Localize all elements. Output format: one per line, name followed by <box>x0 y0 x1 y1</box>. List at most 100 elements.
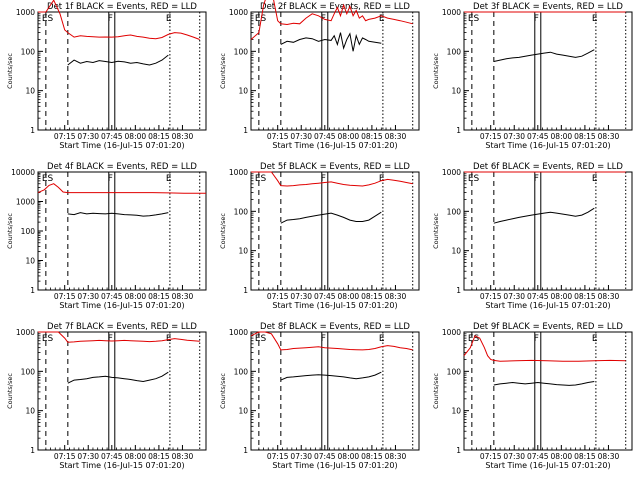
x-tick-label: 07:30 <box>77 452 99 461</box>
x-tick-label: 07:30 <box>77 132 99 141</box>
series-line-black <box>67 371 169 384</box>
marker-box <box>534 171 542 291</box>
x-tick-label: 08:30 <box>385 292 407 301</box>
y-tick-label: 1000 <box>229 8 248 17</box>
series-line-black <box>67 212 169 217</box>
x-tick-label: 08:30 <box>172 292 194 301</box>
series-line-black <box>493 207 595 224</box>
x-tick-label: 08:30 <box>172 452 194 461</box>
marker-label: ES <box>468 174 480 184</box>
y-tick-label: 100 <box>234 367 249 376</box>
marker-box <box>321 11 329 131</box>
marker-label: E <box>379 174 385 184</box>
x-tick-label: 08:30 <box>385 132 407 141</box>
chart-title: Det 8f BLACK = Events, RED = LLD <box>260 322 410 332</box>
x-tick-label: 08:00 <box>125 452 147 461</box>
chart-panel-7: Det 7f BLACK = Events, RED = LLD 1 10 100 10… <box>6 322 207 470</box>
y-axis-label: Counts/sec <box>432 213 440 249</box>
y-tick-label: 10 <box>238 87 248 96</box>
y-tick-label: 1000 <box>229 328 248 337</box>
series-line-black <box>280 32 382 52</box>
x-axis-label: Start Time (16-Jul-15 07:01:20) <box>59 301 184 310</box>
x-tick-label: 07:45 <box>527 292 549 301</box>
x-tick-label: 07:15 <box>480 292 502 301</box>
y-axis-label: Counts/sec <box>432 53 440 89</box>
marker-label: ES <box>255 174 267 184</box>
marker-label: F <box>108 174 113 184</box>
x-tick-label: 07:30 <box>503 452 525 461</box>
chart-panel-4: Det 4f BLACK = Events, RED = LLD 1 10 100 10… <box>6 162 207 310</box>
marker-box <box>108 331 116 451</box>
chart-title: Det 7f BLACK = Events, RED = LLD <box>47 322 197 332</box>
x-tick-label: 07:15 <box>480 452 502 461</box>
y-axis-label: Counts/sec <box>219 53 227 89</box>
plot-frame <box>37 331 207 451</box>
x-tick-label: 08:15 <box>361 292 383 301</box>
x-tick-label: 08:15 <box>361 452 383 461</box>
x-axis-label: Start Time (16-Jul-15 07:01:20) <box>485 301 610 310</box>
marker-label: F <box>321 334 326 344</box>
y-tick-label: 1 <box>456 126 461 135</box>
x-tick-label: 08:00 <box>551 292 573 301</box>
plot-frame <box>37 171 207 291</box>
x-tick-label: 07:15 <box>54 132 76 141</box>
series-line-red <box>463 335 626 362</box>
series-line-black <box>67 54 169 66</box>
plot-frame <box>463 171 633 291</box>
x-axis-label: Start Time (16-Jul-15 07:01:20) <box>272 141 397 150</box>
chart-panel-3: Det 3f BLACK = Events, RED = LLD 1 10 100 10… <box>432 2 633 150</box>
y-axis-label: Counts/sec <box>219 373 227 409</box>
plot-frame <box>250 331 420 451</box>
x-tick-label: 07:30 <box>290 292 312 301</box>
marker-label: E <box>166 174 172 184</box>
y-tick-label: 100 <box>447 47 462 56</box>
x-tick-label: 08:15 <box>148 452 170 461</box>
chart-panel-6: Det 6f BLACK = Events, RED = LLD 1 10 100 10… <box>432 162 633 310</box>
y-tick-label: 10 <box>238 247 248 256</box>
y-tick-label: 1000 <box>229 168 248 177</box>
y-tick-label: 1000 <box>16 328 35 337</box>
x-tick-label: 08:00 <box>551 452 573 461</box>
y-tick-label: 10 <box>451 407 461 416</box>
chart-title: Det 4f BLACK = Events, RED = LLD <box>47 162 197 172</box>
chart-panel-9: Det 9f BLACK = Events, RED = LLD 1 10 100 10… <box>432 322 633 470</box>
y-tick-label: 1 <box>456 286 461 295</box>
marker-label: ES <box>42 334 54 344</box>
x-axis-label: Start Time (16-Jul-15 07:01:20) <box>59 141 184 150</box>
plot-frame <box>250 11 420 131</box>
y-tick-label: 1000 <box>442 8 461 17</box>
series-line-red <box>38 0 200 40</box>
chart-panel-2: Det 2f BLACK = Events, RED = LLD 1 10 100 10… <box>219 0 420 150</box>
x-tick-label: 08:15 <box>361 132 383 141</box>
x-tick-label: 07:30 <box>503 292 525 301</box>
y-tick-label: 1000 <box>442 328 461 337</box>
x-tick-label: 08:30 <box>598 452 620 461</box>
marker-label: ES <box>468 14 480 24</box>
x-axis-label: Start Time (16-Jul-15 07:01:20) <box>485 461 610 470</box>
y-tick-label: 1000 <box>16 198 35 207</box>
y-tick-label: 10 <box>451 87 461 96</box>
x-tick-label: 08:00 <box>338 292 360 301</box>
marker-box <box>321 331 329 451</box>
x-tick-label: 07:45 <box>314 132 336 141</box>
x-axis-label: Start Time (16-Jul-15 07:01:20) <box>485 141 610 150</box>
marker-label: ES <box>42 174 54 184</box>
x-tick-label: 07:45 <box>101 452 123 461</box>
x-tick-label: 08:00 <box>551 132 573 141</box>
x-tick-label: 07:15 <box>54 452 76 461</box>
y-axis-label: Counts/sec <box>6 373 14 409</box>
plot-frame <box>463 331 633 451</box>
series-line-black <box>280 371 382 381</box>
marker-box <box>534 11 542 131</box>
x-axis-label: Start Time (16-Jul-15 07:01:20) <box>272 461 397 470</box>
series-line-red <box>251 171 413 187</box>
x-tick-label: 08:15 <box>148 292 170 301</box>
y-tick-label: 1 <box>456 446 461 455</box>
y-tick-label: 10 <box>25 407 35 416</box>
x-tick-label: 07:45 <box>314 452 336 461</box>
x-tick-label: 07:30 <box>290 132 312 141</box>
plot-frame <box>463 11 633 131</box>
y-tick-label: 100 <box>447 207 462 216</box>
y-axis-label: Counts/sec <box>6 213 14 249</box>
